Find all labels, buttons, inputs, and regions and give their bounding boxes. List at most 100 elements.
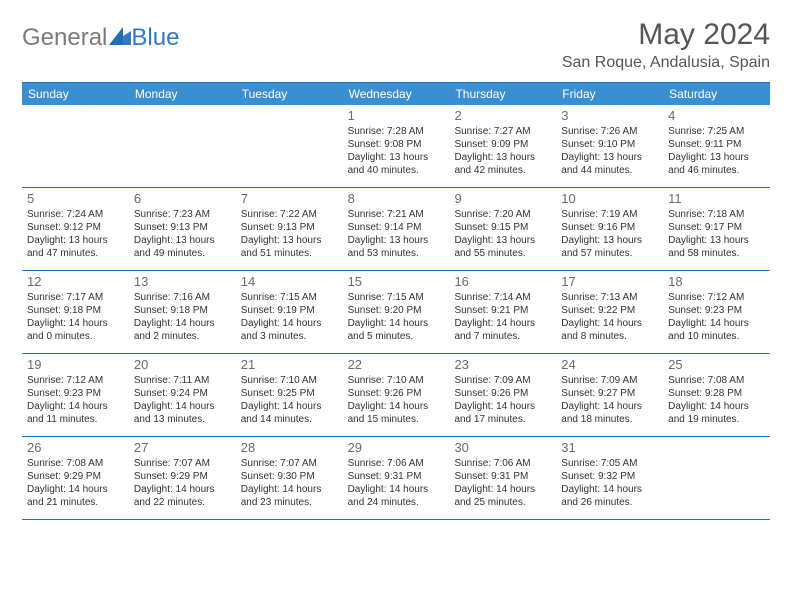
day-line: Daylight: 14 hours [134,400,231,413]
day-line: and 13 minutes. [134,413,231,426]
day-cell: 7 Sunrise: 7:22 AMSunset: 9:13 PMDaylight… [236,188,343,270]
day-line: Sunset: 9:08 PM [348,138,445,151]
day-line: Sunrise: 7:09 AM [454,374,551,387]
day-detail: Sunrise: 7:18 AMSunset: 9:17 PMDaylight:… [668,208,765,260]
day-cell: 1Sunrise: 7:28 AMSunset: 9:08 PMDaylight… [343,105,450,187]
day-number: 15 [348,274,445,289]
day-number: 31 [561,440,658,455]
day-cell: 5Sunrise: 7:24 AMSunset: 9:12 PMDaylight… [22,188,129,270]
day-line: and 44 minutes. [561,164,658,177]
day-line: Daylight: 14 hours [454,400,551,413]
day-line: Sunset: 9:15 PM [454,221,551,234]
day-detail: Sunrise: 7:14 AMSunset: 9:21 PMDaylight:… [454,291,551,343]
day-line: Sunset: 9:11 PM [668,138,765,151]
day-line: Sunset: 9:09 PM [454,138,551,151]
day-line: Daylight: 13 hours [348,151,445,164]
day-line: Sunrise: 7:08 AM [668,374,765,387]
day-number: 29 [348,440,445,455]
day-line: Sunrise: 7:26 AM [561,125,658,138]
day-line: Sunset: 9:13 PM [241,221,338,234]
day-line: Sunset: 9:28 PM [668,387,765,400]
day-cell: 20Sunrise: 7:11 AMSunset: 9:24 PMDayligh… [129,354,236,436]
day-line: Daylight: 14 hours [134,483,231,496]
day-number: 7 [241,191,338,206]
day-detail: Sunrise: 7:22 AMSunset: 9:13 PMDaylight:… [241,208,338,260]
day-line: Sunset: 9:31 PM [454,470,551,483]
day-line: Daylight: 14 hours [348,317,445,330]
day-number: 28 [241,440,338,455]
day-line: Daylight: 14 hours [241,400,338,413]
day-line: Sunset: 9:17 PM [668,221,765,234]
day-number: 24 [561,357,658,372]
day-cell: 18Sunrise: 7:12 AMSunset: 9:23 PMDayligh… [663,271,770,353]
day-number: 21 [241,357,338,372]
day-line: Sunrise: 7:22 AM [241,208,338,221]
day-number: 10 [561,191,658,206]
day-cell: 30Sunrise: 7:06 AMSunset: 9:31 PMDayligh… [449,437,556,519]
logo: General Blue [22,18,179,52]
dow-friday: Friday [556,83,663,105]
day-detail: Sunrise: 7:12 AMSunset: 9:23 PMDaylight:… [668,291,765,343]
day-line: Daylight: 13 hours [561,234,658,247]
day-line: Daylight: 14 hours [348,400,445,413]
day-line: Daylight: 14 hours [241,483,338,496]
day-cell [236,105,343,187]
dow-thursday: Thursday [449,83,556,105]
day-line: Sunset: 9:24 PM [134,387,231,400]
day-number: 4 [668,108,765,123]
day-line: and 58 minutes. [668,247,765,260]
day-line: and 5 minutes. [348,330,445,343]
day-detail: Sunrise: 7:07 AMSunset: 9:29 PMDaylight:… [134,457,231,509]
day-line: and 53 minutes. [348,247,445,260]
day-line: Sunrise: 7:07 AM [241,457,338,470]
day-line: Daylight: 14 hours [561,483,658,496]
day-line: Sunrise: 7:25 AM [668,125,765,138]
day-line: Sunset: 9:29 PM [27,470,124,483]
logo-text-blue: Blue [131,24,179,52]
day-line: Sunrise: 7:07 AM [134,457,231,470]
day-cell: 31Sunrise: 7:05 AMSunset: 9:32 PMDayligh… [556,437,663,519]
day-line: and 15 minutes. [348,413,445,426]
day-detail: Sunrise: 7:21 AMSunset: 9:14 PMDaylight:… [348,208,445,260]
day-cell: 27 Sunrise: 7:07 AMSunset: 9:29 PMDayligh… [129,437,236,519]
day-cell: 6Sunrise: 7:23 AMSunset: 9:13 PMDaylight… [129,188,236,270]
day-line: Daylight: 13 hours [454,151,551,164]
day-number: 27 [134,440,231,455]
day-line: Sunset: 9:10 PM [561,138,658,151]
day-line: Daylight: 13 hours [27,234,124,247]
day-line: Daylight: 13 hours [348,234,445,247]
day-line: and 23 minutes. [241,496,338,509]
day-line: and 11 minutes. [27,413,124,426]
day-line: Daylight: 14 hours [561,400,658,413]
day-line: Daylight: 14 hours [27,400,124,413]
day-line: Sunset: 9:20 PM [348,304,445,317]
day-line: and 2 minutes. [134,330,231,343]
day-line: Sunset: 9:32 PM [561,470,658,483]
day-number: 22 [348,357,445,372]
day-line: and 51 minutes. [241,247,338,260]
day-number: 6 [134,191,231,206]
day-number: 3 [561,108,658,123]
day-cell: 11Sunrise: 7:18 AMSunset: 9:17 PMDayligh… [663,188,770,270]
day-line: Sunrise: 7:12 AM [27,374,124,387]
day-number: 16 [454,274,551,289]
day-line: Sunrise: 7:17 AM [27,291,124,304]
day-line: Sunrise: 7:06 AM [348,457,445,470]
day-detail: Sunrise: 7:27 AMSunset: 9:09 PMDaylight:… [454,125,551,177]
day-line: Daylight: 14 hours [241,317,338,330]
day-detail: Sunrise: 7:28 AMSunset: 9:08 PMDaylight:… [348,125,445,177]
day-number: 17 [561,274,658,289]
day-number: 25 [668,357,765,372]
days-of-week-row: Sunday Monday Tuesday Wednesday Thursday… [22,83,770,105]
day-cell: 21Sunrise: 7:10 AMSunset: 9:25 PMDayligh… [236,354,343,436]
day-detail: Sunrise: 7:16 AMSunset: 9:18 PMDaylight:… [134,291,231,343]
week-row: 5Sunrise: 7:24 AMSunset: 9:12 PMDaylight… [22,188,770,271]
day-cell [129,105,236,187]
day-line: and 8 minutes. [561,330,658,343]
day-line: and 7 minutes. [454,330,551,343]
day-detail: Sunrise: 7:13 AMSunset: 9:22 PMDaylight:… [561,291,658,343]
dow-tuesday: Tuesday [236,83,343,105]
day-line: and 0 minutes. [27,330,124,343]
day-cell: 26Sunrise: 7:08 AMSunset: 9:29 PMDayligh… [22,437,129,519]
day-line: Sunset: 9:29 PM [134,470,231,483]
